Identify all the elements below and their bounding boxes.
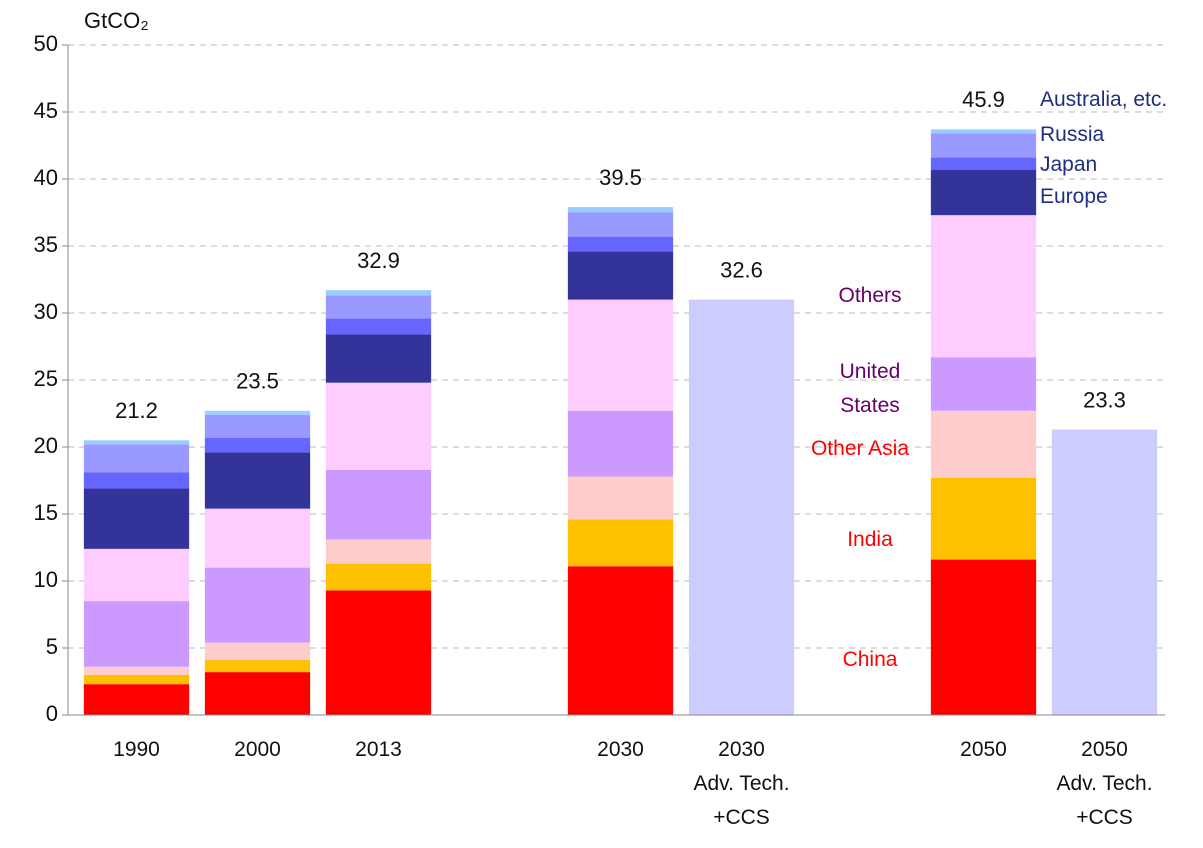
bar-segment [567,251,674,300]
y-tick-label: 35 [34,232,58,257]
total-label: 23.3 [1083,387,1126,412]
bar-segment [567,207,674,213]
y-tick-label: 10 [34,567,58,592]
bar-segment [204,642,311,661]
bar-segment [83,472,190,489]
bar-segment [930,157,1037,170]
bar-segment [567,299,674,411]
bar-segment [567,212,674,237]
bar-segment [83,666,190,675]
bar-segment [688,299,795,715]
x-tick-label: 2030 Adv. Tech. +CCS [693,738,790,829]
bar-segment [930,477,1037,560]
legend-label: United States [839,360,901,417]
bar-segment [930,410,1037,478]
x-tick-label: 2000 [234,738,281,761]
bar-segment [1051,429,1158,715]
legend-label: Australia, etc. [1040,88,1168,111]
bar-segment [325,290,432,296]
bar-segment [930,559,1037,715]
bar-segment [930,169,1037,216]
bar-segment [204,437,311,453]
bar-segment [325,539,432,564]
bar-segment [83,440,190,445]
y-tick-label: 45 [34,98,58,123]
bar-segment [567,410,674,477]
bar-segment [204,410,311,415]
bar-segment [567,236,674,252]
legend-label: China [842,648,898,671]
bar-segment [83,674,190,685]
bar-segment [83,601,190,667]
x-tick-label: 2030 [597,738,644,761]
legend-label: Others [838,284,902,307]
bar-segment [567,519,674,567]
total-label: 39.5 [599,165,642,190]
bar-segment [204,567,311,643]
bar-segment [83,488,190,549]
bar-segment [325,334,432,383]
bar-segment [325,295,432,319]
y-tick-label: 50 [34,31,58,56]
bar-segment [325,563,432,591]
y-tick-label: 25 [34,366,58,391]
total-label: 23.5 [236,369,279,394]
x-tick-label: 2013 [355,738,402,761]
total-label: 32.9 [357,248,400,273]
bar-segment [83,684,190,715]
bar-segment [567,566,674,715]
legend-label: Japan [1040,153,1098,176]
bar-segment [83,548,190,602]
bar-segment [325,382,432,470]
legend-label: Russia [1040,123,1105,146]
bar-segment [930,129,1037,134]
bar-segment [204,452,311,509]
bar-segment [325,318,432,335]
bar-segment [325,590,432,715]
y-axis-label: GtCO₂ [84,8,149,33]
total-label: 32.6 [720,257,763,282]
legend-label: Europe [1040,185,1108,208]
bar-segment [83,444,190,473]
bar-segment [930,133,1037,158]
bar-segment [204,508,311,568]
bar-segment [204,660,311,673]
y-tick-label: 20 [34,433,58,458]
total-label: 21.2 [115,398,158,423]
y-tick-label: 30 [34,299,58,324]
y-tick-label: 40 [34,165,58,190]
bar-segment [204,414,311,438]
bar-segment [930,215,1037,358]
y-tick-label: 5 [46,634,58,659]
y-tick-label: 15 [34,500,58,525]
bar-segment [567,476,674,520]
y-tick-label: 0 [46,701,58,726]
bar-segment [930,357,1037,411]
bar-segment [204,672,311,715]
x-tick-label: 2050 [960,738,1007,761]
total-label: 45.9 [962,87,1005,112]
x-tick-label: 2050 Adv. Tech. +CCS [1056,738,1153,829]
bar-segment [325,469,432,540]
legend-label: India [847,528,893,551]
legend-label: Other Asia [810,437,910,460]
x-tick-label: 1990 [113,738,160,761]
